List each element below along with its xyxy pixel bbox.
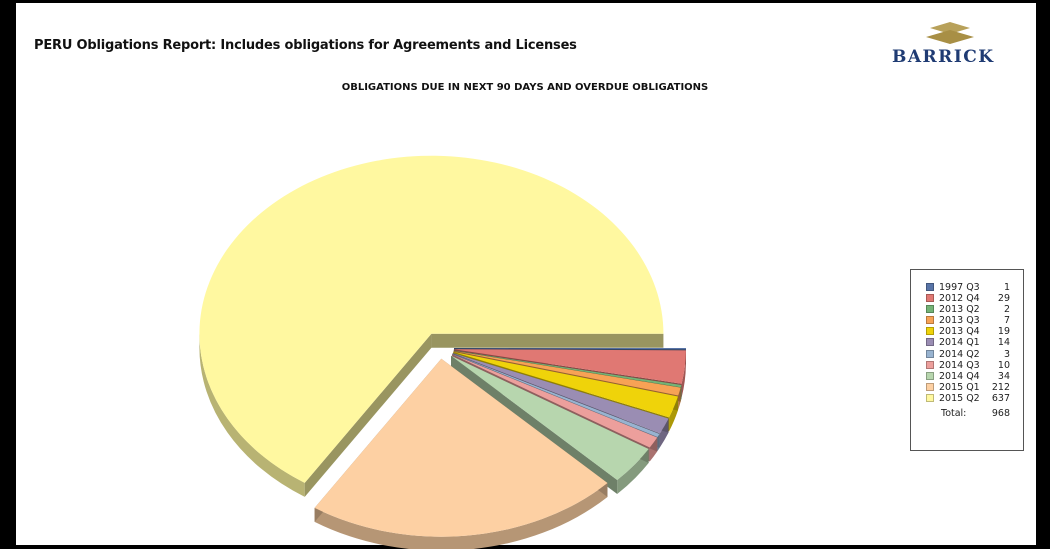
pie-slice-2015-q1: [314, 358, 608, 537]
legend-item: 2014 Q4 34: [926, 371, 1023, 382]
legend-swatch: [926, 316, 934, 325]
pie-slice-1997-q3: [453, 348, 686, 350]
legend-label: 2013 Q4: [939, 326, 980, 338]
chart-title: OBLIGATIONS DUE IN NEXT 90 DAYS AND OVER…: [341, 82, 709, 93]
legend-label: 2015 Q2: [939, 392, 980, 404]
barrick-logo-mark: [926, 22, 974, 44]
logo-text: BARRICK: [892, 47, 995, 67]
legend-item: 2015 Q2 637: [926, 393, 1023, 404]
legend-label: 1997 Q3: [939, 282, 980, 293]
legend-value: 1: [1003, 282, 1010, 293]
legend-value: 2: [1003, 304, 1010, 316]
report-title: PERU Obligations Report: Includes obliga…: [34, 38, 577, 53]
legend-label: 2014 Q1: [939, 337, 980, 349]
legend-swatch: [926, 294, 934, 303]
legend-swatch: [926, 371, 934, 380]
legend-value: 637: [991, 392, 1010, 404]
legend-swatch: [926, 283, 934, 291]
pie-slice-2014-q3: [452, 354, 658, 448]
legend-value: 3: [1003, 348, 1010, 360]
legend-label: 2014 Q2: [939, 348, 980, 360]
legend-value: 19: [997, 326, 1010, 338]
legend-value: 14: [997, 337, 1010, 349]
legend-item: 2014 Q2 3: [926, 349, 1023, 360]
legend-item: 2015 Q1 212: [926, 382, 1023, 393]
pie-slice-2014-q4-rim: [617, 449, 649, 494]
pie-slice-2014-q4: [451, 355, 649, 480]
legend-label: 2015 Q1: [939, 381, 980, 393]
legend-item: 2014 Q3 10: [926, 360, 1023, 371]
legend-swatch: [926, 349, 934, 358]
legend-value: 10: [997, 359, 1010, 371]
pie-slice-2015-q2-wall-1: [431, 333, 664, 348]
pie-slice-2015-q1-rim: [314, 482, 608, 549]
legend-swatch: [926, 305, 934, 314]
legend-label: 2014 Q3: [939, 359, 980, 371]
legend-total-value: 968: [991, 408, 1010, 420]
legend-item: 1997 Q3 1: [926, 282, 1023, 293]
legend-label: 2012 Q4: [939, 293, 980, 305]
chart-legend: 1997 Q3 1 2012 Q4 29 2013 Q2 2 2013 Q3 7 2013 Q4…: [910, 269, 1024, 451]
legend-label: 2014 Q4: [939, 370, 980, 382]
legend-value: 212: [991, 381, 1010, 393]
legend-label: 2013 Q2: [939, 304, 980, 316]
pie-slice-2013-q2: [453, 350, 682, 388]
legend-swatch: [926, 382, 934, 391]
pie-slice-2015-q2: [199, 155, 664, 483]
legend-swatch: [926, 360, 934, 369]
pie-slice-2014-q1: [452, 353, 669, 434]
legend-swatch: [926, 393, 934, 402]
pie-slice-2014-q2: [452, 353, 660, 438]
legend-label: 2013 Q3: [939, 315, 980, 327]
legend-swatch: [926, 338, 934, 347]
legend-swatch: [926, 327, 934, 336]
legend-total-label: Total:: [941, 408, 967, 420]
legend-total: Total: 968: [926, 408, 1023, 420]
legend-item: 2014 Q1 14: [926, 337, 1023, 348]
legend-value: 7: [1003, 315, 1010, 327]
legend-item: 2013 Q4 19: [926, 326, 1023, 337]
pie-slice-2013-q4: [453, 351, 678, 418]
pie-slice-2015-q2-wall-0: [304, 333, 432, 497]
legend-item: 2013 Q3 7: [926, 315, 1023, 326]
legend-value: 29: [997, 293, 1010, 305]
pie-slice-2013-q3: [453, 350, 681, 396]
legend-item: 2013 Q2 2: [926, 304, 1023, 315]
pie-slice-2012-q4-rim: [681, 350, 686, 398]
legend-item: 2012 Q4 29: [926, 293, 1023, 304]
pie-slice-2015-q2-rim: [199, 333, 305, 497]
legend-value: 34: [997, 370, 1010, 382]
pie-slice-tops: [199, 155, 686, 537]
pie-slice-2012-q4: [453, 349, 686, 384]
